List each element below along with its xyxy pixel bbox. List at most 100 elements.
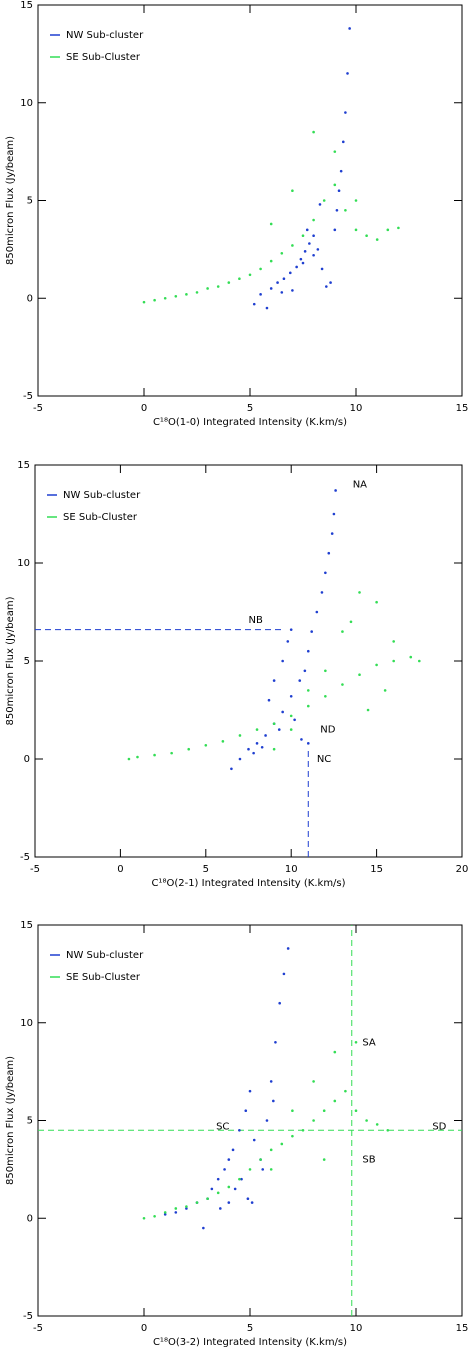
point bbox=[276, 281, 279, 284]
point bbox=[163, 296, 167, 300]
point bbox=[265, 306, 269, 310]
point bbox=[300, 738, 303, 741]
y-axis-label: 850micron Flux (Jy/beam) bbox=[5, 136, 16, 265]
point bbox=[274, 1041, 277, 1044]
point bbox=[142, 1216, 146, 1220]
point bbox=[306, 742, 310, 745]
point bbox=[289, 628, 293, 631]
point bbox=[233, 1187, 237, 1191]
point bbox=[354, 1109, 358, 1113]
x-tick-label: 5 bbox=[247, 403, 253, 414]
point bbox=[341, 683, 344, 686]
point bbox=[358, 673, 361, 677]
point bbox=[238, 757, 242, 761]
point bbox=[333, 150, 337, 153]
point bbox=[337, 189, 341, 193]
point bbox=[230, 767, 233, 771]
y-axis-label: 850micron Flux (Jy/beam) bbox=[5, 1056, 16, 1185]
point bbox=[185, 293, 188, 296]
point bbox=[250, 1201, 254, 1204]
point bbox=[291, 1109, 294, 1113]
y-axis-label: 850micron Flux (Jy/beam) bbox=[5, 596, 16, 725]
point bbox=[255, 728, 259, 731]
point bbox=[219, 1207, 222, 1210]
y-tick-label: 10 bbox=[17, 558, 30, 569]
point bbox=[312, 253, 315, 257]
point bbox=[332, 512, 336, 516]
x-tick-label: -5 bbox=[30, 864, 40, 875]
point bbox=[322, 1158, 326, 1161]
x-axis-label: C¹⁸O(2-1) Integrated Intensity (K.km/s) bbox=[151, 878, 345, 889]
y-tick-label: 15 bbox=[17, 460, 30, 471]
point bbox=[127, 757, 131, 761]
point bbox=[308, 242, 311, 245]
point bbox=[334, 489, 337, 492]
x-tick-label: 5 bbox=[203, 864, 209, 875]
point bbox=[174, 1211, 178, 1214]
point bbox=[295, 265, 298, 269]
point bbox=[280, 1142, 284, 1146]
point bbox=[291, 244, 294, 247]
point bbox=[227, 1201, 231, 1204]
point bbox=[286, 947, 290, 950]
point bbox=[315, 610, 319, 614]
point bbox=[216, 1191, 220, 1195]
y-tick-label: -5 bbox=[20, 852, 30, 863]
point bbox=[272, 679, 276, 682]
point bbox=[289, 728, 293, 731]
x-tick-label: 10 bbox=[285, 864, 298, 875]
axes-frame bbox=[37, 4, 463, 397]
point bbox=[272, 1099, 275, 1103]
point bbox=[227, 1185, 231, 1189]
point bbox=[277, 728, 281, 731]
point bbox=[344, 1089, 347, 1093]
point bbox=[312, 1119, 315, 1122]
point bbox=[366, 708, 370, 712]
point bbox=[282, 972, 286, 976]
point bbox=[305, 228, 309, 232]
point bbox=[280, 291, 284, 294]
point bbox=[339, 169, 343, 173]
y-tick-label: 0 bbox=[24, 754, 30, 765]
point bbox=[269, 259, 273, 263]
point bbox=[289, 714, 293, 718]
point bbox=[354, 228, 358, 232]
point bbox=[221, 740, 225, 743]
point bbox=[341, 630, 344, 633]
point bbox=[299, 257, 303, 261]
point bbox=[301, 261, 305, 265]
point bbox=[333, 228, 337, 232]
point bbox=[244, 1109, 248, 1113]
point bbox=[375, 663, 378, 667]
x-tick-label: -5 bbox=[33, 1323, 43, 1334]
point bbox=[301, 234, 305, 237]
point bbox=[288, 271, 292, 275]
point bbox=[365, 234, 368, 237]
point bbox=[153, 753, 156, 757]
point bbox=[240, 1177, 243, 1181]
x-tick-label: 10 bbox=[350, 1323, 363, 1334]
point bbox=[136, 755, 139, 759]
point bbox=[238, 1128, 241, 1132]
point bbox=[206, 287, 209, 290]
annotation: SC bbox=[216, 1121, 229, 1132]
y-tick-label: 5 bbox=[27, 196, 33, 207]
y-tick-label: 0 bbox=[27, 293, 33, 304]
point bbox=[322, 1109, 326, 1113]
point bbox=[335, 208, 339, 212]
point bbox=[269, 1168, 273, 1171]
point bbox=[341, 140, 345, 144]
axes-frame bbox=[37, 924, 463, 1317]
point bbox=[231, 1148, 235, 1152]
point bbox=[392, 659, 395, 663]
point bbox=[333, 1099, 337, 1103]
point bbox=[238, 277, 241, 281]
annotation: NC bbox=[317, 754, 331, 765]
legend-label: SE Sub-Cluster bbox=[63, 512, 138, 523]
point bbox=[312, 234, 315, 237]
point bbox=[320, 591, 324, 594]
point bbox=[291, 189, 294, 193]
x-tick-label: 0 bbox=[141, 1323, 147, 1334]
point bbox=[346, 72, 349, 75]
point bbox=[252, 302, 256, 306]
